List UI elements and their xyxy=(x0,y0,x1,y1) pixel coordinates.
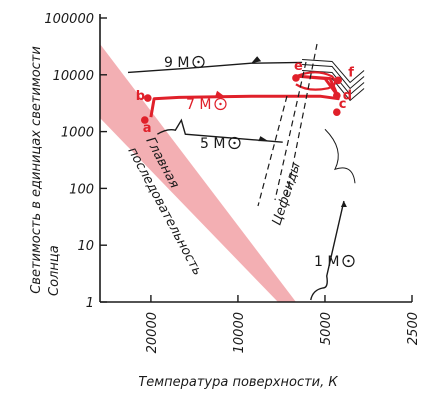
x-tick-label: 10000 xyxy=(232,312,247,353)
mass-label-1-sun-icon xyxy=(342,254,355,268)
track-9-msun-arrow xyxy=(251,56,262,64)
track-9-msun-branch xyxy=(302,63,365,90)
mass-label-9-sun-icon xyxy=(192,55,205,69)
cepheid-strip-middle-boundary xyxy=(274,61,307,201)
track-7-msun-arrow xyxy=(215,90,226,97)
stage-point-c xyxy=(333,108,341,116)
mass-label-7-sun-icon xyxy=(214,97,227,111)
cepheid-strip-right-boundary xyxy=(286,43,318,196)
y-tick-label: 10000 xyxy=(53,69,94,84)
stage-point-d xyxy=(333,91,341,100)
track-7-msun xyxy=(149,74,340,118)
x-tick-label: 20000 xyxy=(145,312,160,353)
y-tick-label: 1000 xyxy=(61,126,94,141)
stage-point-f xyxy=(334,76,342,85)
mass-label-5-sun-icon xyxy=(228,136,241,150)
stage-label-f: f xyxy=(348,65,354,80)
cepheid-strip xyxy=(257,43,318,207)
mass-label-7-sun-dot xyxy=(219,102,222,106)
track-5-msun-giant-loop xyxy=(324,128,356,184)
stage-label-b: b xyxy=(136,89,145,104)
track-5-msun xyxy=(156,118,283,143)
track-7-msun-loop xyxy=(295,71,337,91)
track-9-msun-branch xyxy=(302,58,365,84)
track-9-msun xyxy=(127,61,303,74)
stage-point-b xyxy=(144,94,152,102)
mass-label-5: 5 M xyxy=(200,136,225,152)
stage-label-c: c xyxy=(339,97,347,112)
cepheid-strip-left-boundary xyxy=(257,95,288,207)
mass-label-1: 1 M xyxy=(314,254,339,270)
y-tick-label: 10 xyxy=(77,239,94,254)
stage-label-a: a xyxy=(143,121,152,136)
cepheids-label: Цефеиды xyxy=(270,161,304,227)
main-sequence-band xyxy=(100,44,296,302)
x-tick-label: 2500 xyxy=(406,312,421,345)
axes: 1 10 100 1000 10000 100000 20000 10000 5000 2500 Т… xyxy=(29,12,421,390)
x-axis-title: Температура поверхности, К xyxy=(138,375,338,390)
track-1-msun-arrow xyxy=(340,201,347,208)
stage-label-d: d xyxy=(343,89,352,104)
track-1-msun xyxy=(310,200,345,301)
mass-label-5-sun-dot xyxy=(233,141,236,145)
stage-point-a xyxy=(140,116,149,124)
y-tick-label: 1 xyxy=(86,296,94,311)
y-axis-title-line2: Солнца xyxy=(47,245,62,296)
mass-label-7: 7 M xyxy=(186,97,211,113)
stage-point-e xyxy=(292,74,300,82)
mass-label-9-sun-dot xyxy=(197,60,200,64)
y-tick-label: 100 xyxy=(69,182,94,197)
x-tick-label: 5000 xyxy=(319,312,334,345)
track-5-msun-arrow xyxy=(258,136,269,142)
mass-label-9: 9 M xyxy=(164,55,189,71)
stage-label-e: e xyxy=(294,59,303,74)
mass-label-1-sun-dot xyxy=(347,259,350,263)
y-tick-label: 100000 xyxy=(44,12,94,27)
y-axis-title: Светимость в единицах светимости xyxy=(29,46,44,294)
